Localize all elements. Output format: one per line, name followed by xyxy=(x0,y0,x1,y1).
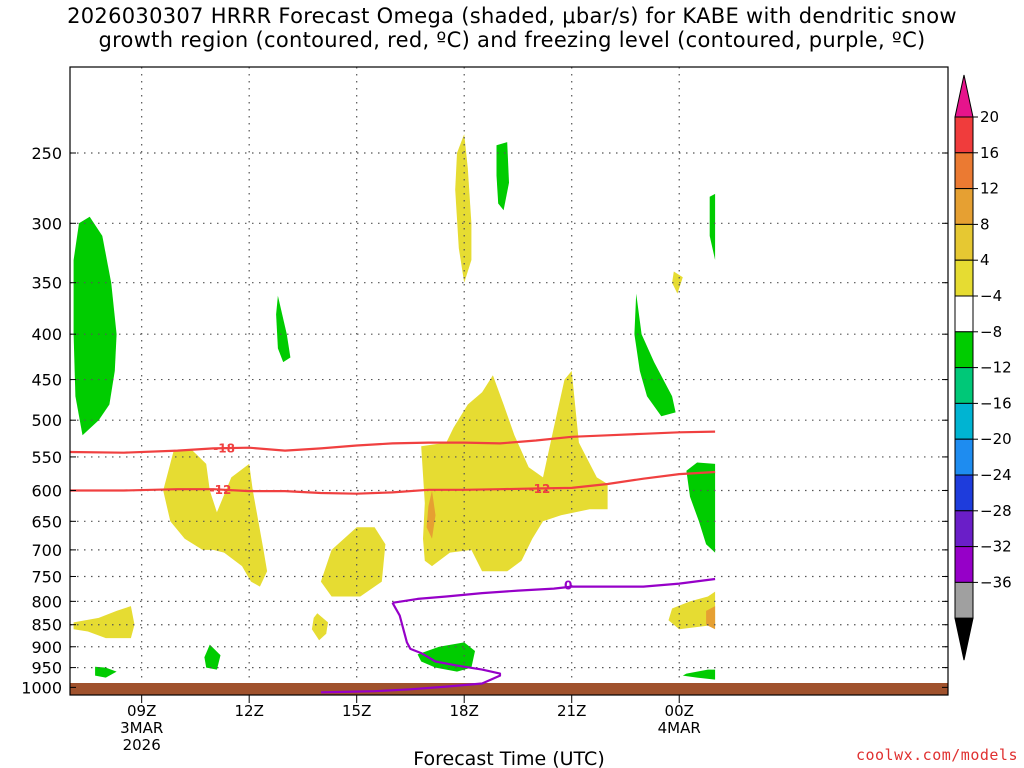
colorbar-swatch-1 xyxy=(954,152,974,190)
colorbar-label--16: −16 xyxy=(980,394,1012,412)
plot-frame xyxy=(69,66,949,696)
contour-lines: -18 -12 0 -12 xyxy=(69,430,716,694)
x-tick-date-24: 4MAR xyxy=(658,719,701,737)
x-tick-year-9: 2026 xyxy=(123,736,161,754)
colorbar-label--32: −32 xyxy=(980,538,1012,556)
source-watermark: coolwx.com/models xyxy=(855,746,1018,764)
y-tick-label-700: 700 xyxy=(31,541,62,560)
chart-title-line2: growth region (contoured, red, ºC) and f… xyxy=(98,28,926,52)
contour-label--12: -12 xyxy=(210,483,232,497)
terrain-fill xyxy=(70,683,948,695)
colorbar-label-8: 8 xyxy=(980,215,990,233)
y-tick-label-850: 850 xyxy=(31,616,62,635)
y-tick-label-900: 900 xyxy=(31,638,62,657)
colorbar-swatch-5 xyxy=(954,295,974,333)
colorbar-swatch-0 xyxy=(954,116,974,154)
y-tick-label-750: 750 xyxy=(31,567,62,586)
colorbar-label--36: −36 xyxy=(980,573,1012,591)
omega-region-green-0 xyxy=(73,216,117,436)
y-tick-label-500: 500 xyxy=(31,411,62,430)
y-tick-label-950: 950 xyxy=(31,659,62,678)
colorbar-swatch-7 xyxy=(954,367,974,404)
y-tick-label-250: 250 xyxy=(31,144,62,163)
colorbar-swatch-8 xyxy=(954,402,974,440)
x-tick-label-12: 12Z xyxy=(234,702,263,720)
colorbar-label--12: −12 xyxy=(980,359,1012,377)
omega-region-orange-19 xyxy=(706,606,716,630)
omega-region-green-9 xyxy=(682,669,716,680)
omega-region-yellow-10 xyxy=(455,134,472,283)
contour-freezing-level-0C-lower xyxy=(320,602,502,694)
y-tick-label-800: 800 xyxy=(31,592,62,611)
colorbar-swatch-9 xyxy=(954,438,974,476)
omega-region-green-8 xyxy=(95,666,117,678)
colorbar-label--28: −28 xyxy=(980,502,1012,520)
contour-label-0: 0 xyxy=(564,579,572,593)
omega-region-yellow-17 xyxy=(668,591,716,630)
chart-title-line1: 2026030307 HRRR Forecast Omega (shaded, … xyxy=(67,4,957,28)
contour-dendritic--12C xyxy=(70,470,716,495)
omega-region-yellow-16 xyxy=(311,613,328,641)
colorbar-label--24: −24 xyxy=(980,466,1012,484)
colorbar-label-4: 4 xyxy=(980,251,990,269)
omega-region-green-1 xyxy=(276,295,291,363)
y-tick-label-400: 400 xyxy=(31,325,62,344)
grid-lines xyxy=(70,67,948,695)
contour-label--12-2: -12 xyxy=(529,482,551,496)
y-tick-label-550: 550 xyxy=(31,448,62,467)
x-axis-label: Forecast Time (UTC) xyxy=(413,748,604,768)
colorbar-label-12: 12 xyxy=(980,180,999,198)
colorbar-swatch-13 xyxy=(954,581,974,619)
omega-region-yellow-12 xyxy=(163,449,268,587)
y-axis-ticks: 250 300 350 400 450 500 550 600 650 700 750 800 850 9… xyxy=(21,144,948,697)
colorbar-swatch-3 xyxy=(954,223,974,261)
colorbar-label--20: −20 xyxy=(980,430,1012,448)
y-tick-label-1000: 1000 xyxy=(21,678,62,697)
x-tick-date-9: 3MAR xyxy=(120,719,163,737)
contour-label--18: -18 xyxy=(213,442,235,456)
x-tick-label-15: 15Z xyxy=(342,702,371,720)
colorbar-swatch-12 xyxy=(954,546,974,583)
x-tick-label-24: 00Z xyxy=(665,702,694,720)
y-tick-label-300: 300 xyxy=(31,214,62,233)
y-tick-label-600: 600 xyxy=(31,481,62,500)
colorbar-label-16: 16 xyxy=(980,144,999,162)
omega-region-green-6 xyxy=(417,642,475,672)
omega-region-green-4 xyxy=(709,193,716,260)
colorbar-swatch-6 xyxy=(954,331,974,369)
colorbar-swatch-2 xyxy=(954,188,974,225)
x-tick-label-18: 18Z xyxy=(450,702,479,720)
colorbar-label--4: −4 xyxy=(980,287,1002,305)
contour-freezing-level-0C xyxy=(392,577,716,604)
omega-region-green-3 xyxy=(634,293,676,417)
colorbar-label-20: 20 xyxy=(980,108,999,126)
y-tick-label-350: 350 xyxy=(31,274,62,293)
omega-region-green-5 xyxy=(686,462,716,553)
chart-title: 2026030307 HRRR Forecast Omega (shaded, … xyxy=(0,4,1024,52)
colorbar-top-arrow xyxy=(954,74,974,118)
colorbar-swatch-11 xyxy=(954,510,974,548)
omega-region-green-2 xyxy=(496,142,509,211)
shaded-regions xyxy=(73,134,716,680)
x-tick-label-21: 21Z xyxy=(557,702,586,720)
terrain-band xyxy=(70,683,948,695)
y-tick-label-450: 450 xyxy=(31,371,62,390)
omega-region-yellow-14 xyxy=(421,370,608,572)
y-tick-label-650: 650 xyxy=(31,512,62,531)
colorbar-label--8: −8 xyxy=(980,323,1002,341)
colorbar-swatch-10 xyxy=(954,474,974,512)
contour-dendritic--18C xyxy=(69,430,716,454)
colorbar-bottom-arrow xyxy=(954,617,974,661)
colorbar: 20 16 12 8 4 −4 −8 −12 −16 −20 −24 −28 −32 −36 xyxy=(954,74,1012,661)
omega-region-yellow-13 xyxy=(320,527,386,597)
colorbar-swatch-4 xyxy=(954,259,974,297)
x-tick-label-9: 09Z xyxy=(127,702,156,720)
omega-region-green-7 xyxy=(204,644,221,670)
omega-region-orange-18 xyxy=(426,490,436,539)
omega-region-yellow-11 xyxy=(672,271,683,294)
omega-region-yellow-15 xyxy=(73,606,135,639)
